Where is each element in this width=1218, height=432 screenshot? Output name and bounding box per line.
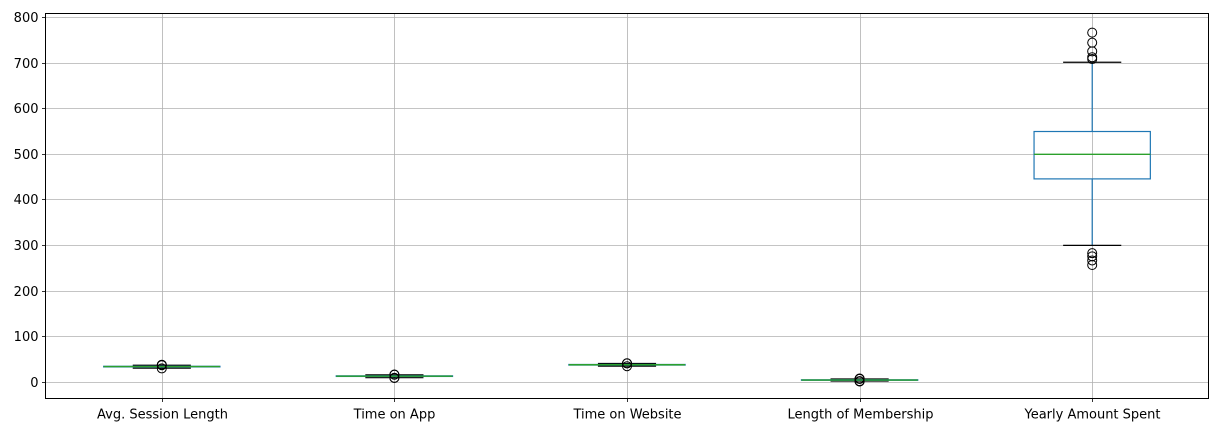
y-tick-label: 400 [14, 193, 39, 208]
box-plot [1033, 27, 1151, 271]
y-tick-label: 200 [14, 285, 39, 300]
outlier-point [854, 376, 865, 387]
outlier-point [854, 373, 865, 384]
y-tick-label: 700 [14, 57, 39, 72]
box-plot [335, 369, 454, 383]
grid-lines [45, 13, 1209, 399]
outlier-point [1087, 251, 1098, 262]
y-tick-label: 600 [14, 102, 39, 117]
box-plot [103, 359, 221, 374]
y-tick-label: 300 [14, 239, 39, 254]
y-tick-label: 100 [14, 330, 39, 345]
outlier-point [1087, 248, 1098, 259]
x-tick-label: Time on Website [572, 408, 681, 423]
outlier-point [389, 372, 400, 383]
y-axis-ticks: 0 100 200 300 400 500 600 700 800 [14, 11, 46, 391]
outlier-point [1087, 255, 1098, 266]
x-tick-label: Yearly Amount Spent [1023, 408, 1160, 423]
outlier-point [389, 369, 400, 380]
x-tick-label: Length of Membership [788, 408, 934, 423]
outlier-point [156, 359, 167, 370]
outlier-point [622, 361, 632, 372]
outlier-point [1087, 27, 1098, 38]
y-tick-label: 500 [14, 148, 39, 163]
box-plots [103, 27, 1151, 387]
outlier-point [622, 358, 632, 369]
box-plot [800, 373, 919, 387]
outlier-point [1087, 52, 1098, 63]
y-tick-label: 0 [30, 376, 38, 391]
x-tick-label: Avg. Session Length [97, 408, 228, 423]
plot-area-frame [45, 13, 1209, 399]
x-tick-label: Time on App [353, 408, 436, 423]
y-tick-label: 800 [14, 11, 39, 26]
iqr-box [1033, 130, 1151, 180]
outlier-point [156, 363, 167, 374]
outlier-point [1087, 37, 1098, 48]
box-plot [568, 358, 686, 372]
x-axis-ticks: Avg. Session Length Time on App Time on We… [97, 398, 1161, 423]
